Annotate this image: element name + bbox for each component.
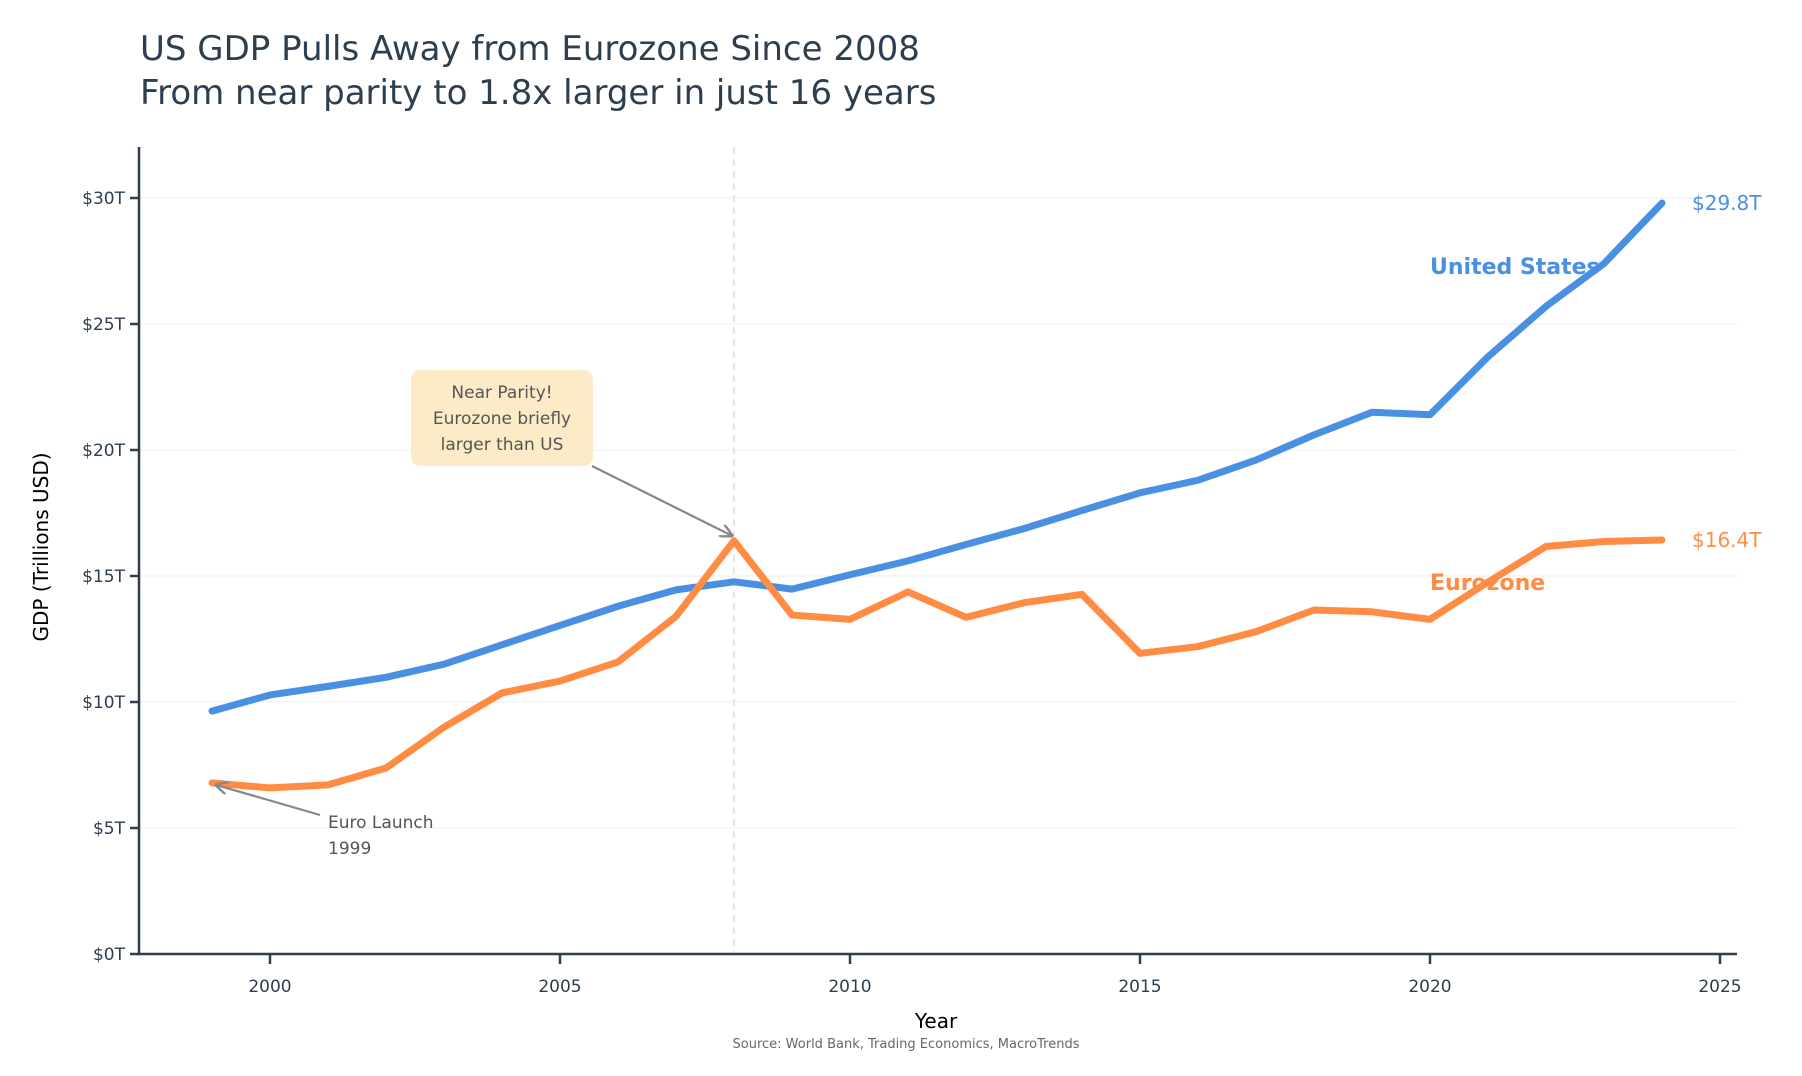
chart-title: US GDP Pulls Away from Eurozone Since 20…	[140, 29, 920, 69]
annotation-arrow-euro-launch	[216, 785, 321, 817]
annotation-text-euro-launch: 1999	[328, 839, 371, 859]
y-tick-label: $25T	[82, 315, 125, 335]
end-label-united-states: $29.8T	[1692, 191, 1762, 215]
annotation-arrow-near-parity	[591, 465, 732, 536]
y-tick-label: $0T	[93, 945, 126, 965]
series-line-eurozone	[208, 536, 1666, 792]
x-tick-label: 2010	[828, 977, 871, 997]
series-line-united-states	[208, 199, 1666, 715]
chart-subtitle: From near parity to 1.8x larger in just …	[140, 73, 936, 113]
y-tick-label: $20T	[82, 441, 125, 461]
annotation-text-near-parity: Eurozone briefly	[433, 409, 571, 429]
x-tick-label: 2000	[248, 977, 291, 997]
x-tick-label: 2025	[1698, 977, 1741, 997]
series-label-eurozone: Eurozone	[1430, 571, 1545, 596]
source-note: Source: World Bank, Trading Economics, M…	[733, 1037, 1080, 1052]
end-label-eurozone: $16.4T	[1692, 528, 1762, 552]
y-tick-label: $10T	[82, 693, 125, 713]
y-tick-label: $30T	[82, 189, 125, 209]
x-axis-title: Year	[914, 1009, 958, 1033]
y-axis-title: GDP (Trillions USD)	[29, 452, 53, 641]
annotation-text-near-parity: Near Parity!	[451, 383, 552, 403]
y-tick-label: $15T	[82, 567, 125, 587]
annotation-text-near-parity: larger than US	[441, 435, 564, 455]
annotation-box-near-parity	[411, 370, 593, 466]
x-tick-label: 2005	[538, 977, 581, 997]
x-tick-label: 2015	[1118, 977, 1161, 997]
annotation-text-euro-launch: Euro Launch	[328, 813, 434, 833]
x-tick-label: 2020	[1408, 977, 1451, 997]
series-label-united-states: United States	[1430, 255, 1600, 280]
y-tick-label: $5T	[93, 819, 126, 839]
